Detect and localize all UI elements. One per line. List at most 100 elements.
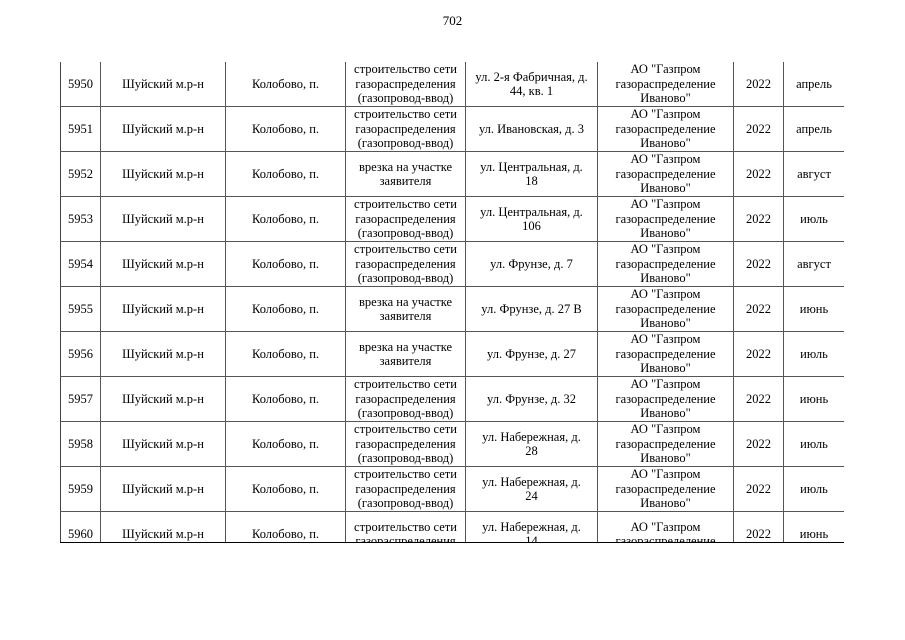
document-table-container: 5950 Шуйский м.р-н Колобово, п. строительст… <box>60 62 844 543</box>
table-row: 5953 Шуйский м.р-н Колобово, п. строительст… <box>60 196 844 242</box>
row-number-cell: 5952 <box>60 151 101 197</box>
organization-cell: АО "Газпром газораспределение Иваново" <box>597 421 734 467</box>
settlement-cell: Колобово, п. <box>225 421 346 467</box>
address-cell: ул. Фрунзе, д. 27 В <box>465 286 598 332</box>
table-row: 5956 Шуйский м.р-н Колобово, п. врезка на у… <box>60 331 844 377</box>
work-type-cell: врезка на участке заявителя <box>345 331 466 377</box>
year-cell: 2022 <box>733 331 784 377</box>
address-cell: ул. Фрунзе, д. 27 <box>465 331 598 377</box>
district-cell: Шуйский м.р-н <box>100 286 226 332</box>
row-number-cell: 5953 <box>60 196 101 242</box>
table-row: 5951 Шуйский м.р-н Колобово, п. строительст… <box>60 106 844 152</box>
settlement-cell: Колобово, п. <box>225 286 346 332</box>
work-type-cell: врезка на участке заявителя <box>345 286 466 332</box>
work-type-cell: строительство сети газораспределения <box>345 511 466 542</box>
address-cell: ул. 2-я Фабричная, д. 44, кв. 1 <box>465 62 598 107</box>
row-number-cell: 5958 <box>60 421 101 467</box>
district-cell: Шуйский м.р-н <box>100 151 226 197</box>
table-row: 5957 Шуйский м.р-н Колобово, п. строительст… <box>60 376 844 422</box>
district-cell: Шуйский м.р-н <box>100 421 226 467</box>
month-cell: июль <box>783 196 844 242</box>
month-cell: апрель <box>783 106 844 152</box>
address-cell: ул. Набережная, д. 28 <box>465 421 598 467</box>
district-cell: Шуйский м.р-н <box>100 106 226 152</box>
table-row: 5960 Шуйский м.р-н Колобово, п. строительст… <box>60 511 844 542</box>
settlement-cell: Колобово, п. <box>225 151 346 197</box>
address-cell: ул. Центральная, д. 18 <box>465 151 598 197</box>
work-type-cell: строительство сети газораспределения (га… <box>345 466 466 512</box>
table-row: 5954 Шуйский м.р-н Колобово, п. строительст… <box>60 241 844 287</box>
month-cell: июнь <box>783 376 844 422</box>
row-number-cell: 5954 <box>60 241 101 287</box>
table-row: 5955 Шуйский м.р-н Колобово, п. врезка на у… <box>60 286 844 332</box>
address-cell: ул. Набережная, д. 24 <box>465 466 598 512</box>
district-cell: Шуйский м.р-н <box>100 62 226 107</box>
organization-cell: АО "Газпром газораспределение Иваново" <box>597 466 734 512</box>
page-number: 702 <box>442 13 463 28</box>
district-cell: Шуйский м.р-н <box>100 196 226 242</box>
table-row: 5959 Шуйский м.р-н Колобово, п. строительст… <box>60 466 844 512</box>
month-cell: август <box>783 151 844 197</box>
settlement-cell: Колобово, п. <box>225 62 346 107</box>
row-number-cell: 5951 <box>60 106 101 152</box>
district-cell: Шуйский м.р-н <box>100 376 226 422</box>
row-number-cell: 5950 <box>60 62 101 107</box>
year-cell: 2022 <box>733 106 784 152</box>
organization-cell: АО "Газпром газораспределение Иваново" <box>597 62 734 107</box>
organization-cell: АО "Газпром газораспределение Иваново" <box>597 376 734 422</box>
row-number-cell: 5956 <box>60 331 101 377</box>
row-number-cell: 5959 <box>60 466 101 512</box>
month-cell: июль <box>783 421 844 467</box>
month-cell: июль <box>783 466 844 512</box>
settlement-cell: Колобово, п. <box>225 241 346 287</box>
row-number-cell: 5960 <box>60 511 101 542</box>
settlement-cell: Колобово, п. <box>225 466 346 512</box>
work-type-cell: строительство сети газораспределения (га… <box>345 241 466 287</box>
row-number-cell: 5955 <box>60 286 101 332</box>
document-table: 5950 Шуйский м.р-н Колобово, п. строительст… <box>60 62 844 542</box>
work-type-cell: строительство сети газораспределения (га… <box>345 196 466 242</box>
year-cell: 2022 <box>733 511 784 542</box>
organization-cell: АО "Газпром газораспределение Иваново" <box>597 286 734 332</box>
address-cell: ул. Набережная, д. 14 <box>465 511 598 542</box>
work-type-cell: строительство сети газораспределения (га… <box>345 421 466 467</box>
organization-cell: АО "Газпром газораспределение Иваново" <box>597 241 734 287</box>
month-cell: август <box>783 241 844 287</box>
year-cell: 2022 <box>733 421 784 467</box>
year-cell: 2022 <box>733 241 784 287</box>
year-cell: 2022 <box>733 62 784 107</box>
organization-cell: АО "Газпром газораспределение <box>597 511 734 542</box>
year-cell: 2022 <box>733 151 784 197</box>
settlement-cell: Колобово, п. <box>225 511 346 542</box>
year-cell: 2022 <box>733 466 784 512</box>
work-type-cell: врезка на участке заявителя <box>345 151 466 197</box>
month-cell: июль <box>783 331 844 377</box>
month-cell: июнь <box>783 511 844 542</box>
district-cell: Шуйский м.р-н <box>100 511 226 542</box>
work-type-cell: строительство сети газораспределения (га… <box>345 62 466 107</box>
address-cell: ул. Центральная, д. 106 <box>465 196 598 242</box>
address-cell: ул. Фрунзе, д. 32 <box>465 376 598 422</box>
table-row: 5952 Шуйский м.р-н Колобово, п. врезка на у… <box>60 151 844 197</box>
row-number-cell: 5957 <box>60 376 101 422</box>
address-cell: ул. Ивановская, д. 3 <box>465 106 598 152</box>
district-cell: Шуйский м.р-н <box>100 331 226 377</box>
district-cell: Шуйский м.р-н <box>100 241 226 287</box>
table-row: 5950 Шуйский м.р-н Колобово, п. строительст… <box>60 62 844 107</box>
organization-cell: АО "Газпром газораспределение Иваново" <box>597 331 734 377</box>
year-cell: 2022 <box>733 196 784 242</box>
settlement-cell: Колобово, п. <box>225 196 346 242</box>
settlement-cell: Колобово, п. <box>225 376 346 422</box>
settlement-cell: Колобово, п. <box>225 106 346 152</box>
settlement-cell: Колобово, п. <box>225 331 346 377</box>
organization-cell: АО "Газпром газораспределение Иваново" <box>597 151 734 197</box>
organization-cell: АО "Газпром газораспределение Иваново" <box>597 106 734 152</box>
year-cell: 2022 <box>733 376 784 422</box>
organization-cell: АО "Газпром газораспределение Иваново" <box>597 196 734 242</box>
month-cell: июнь <box>783 286 844 332</box>
district-cell: Шуйский м.р-н <box>100 466 226 512</box>
work-type-cell: строительство сети газораспределения (га… <box>345 376 466 422</box>
year-cell: 2022 <box>733 286 784 332</box>
table-row: 5958 Шуйский м.р-н Колобово, п. строительст… <box>60 421 844 467</box>
work-type-cell: строительство сети газораспределения (га… <box>345 106 466 152</box>
